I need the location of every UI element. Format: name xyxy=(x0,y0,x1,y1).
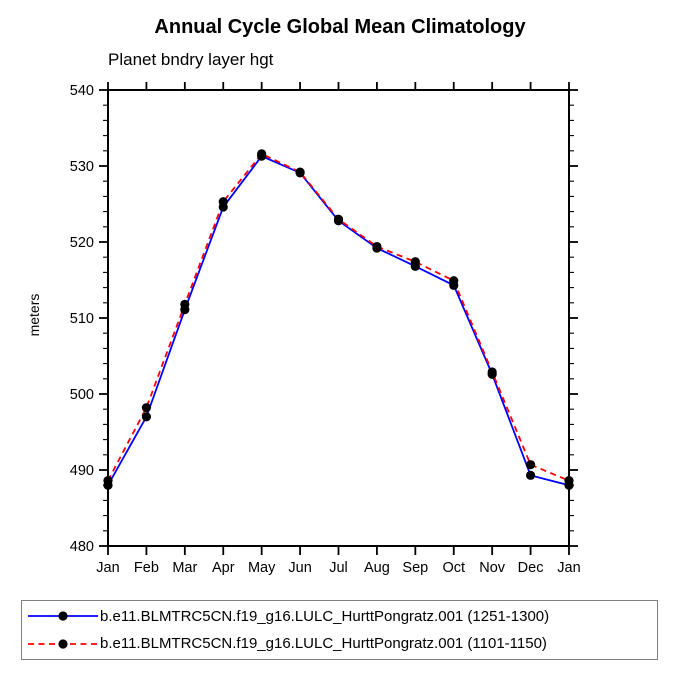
svg-text:520: 520 xyxy=(70,235,94,251)
svg-text:500: 500 xyxy=(70,387,94,403)
svg-text:Apr: Apr xyxy=(212,560,235,576)
svg-text:Jan: Jan xyxy=(557,560,580,576)
svg-text:540: 540 xyxy=(70,83,94,99)
svg-text:Oct: Oct xyxy=(442,560,465,576)
svg-text:Jul: Jul xyxy=(329,560,348,576)
legend-label: b.e11.BLMTRC5CN.f19_g16.LULC_HurttPongra… xyxy=(100,607,550,625)
svg-text:Jan: Jan xyxy=(96,560,119,576)
chart-title: Annual Cycle Global Mean Climatology xyxy=(154,16,526,38)
svg-text:510: 510 xyxy=(70,311,94,327)
svg-text:Mar: Mar xyxy=(172,560,197,576)
svg-text:Dec: Dec xyxy=(518,560,544,576)
svg-text:Sep: Sep xyxy=(402,560,428,576)
svg-text:Aug: Aug xyxy=(364,560,390,576)
svg-text:Feb: Feb xyxy=(134,560,159,576)
legend-item: b.e11.BLMTRC5CN.f19_g16.LULC_HurttPongra… xyxy=(22,632,657,656)
legend-label: b.e11.BLMTRC5CN.f19_g16.LULC_HurttPongra… xyxy=(100,635,547,653)
svg-text:480: 480 xyxy=(70,539,94,555)
svg-text:530: 530 xyxy=(70,159,94,175)
legend-line-sample-solid-blue xyxy=(28,611,98,621)
svg-text:Nov: Nov xyxy=(479,560,506,576)
svg-text:Jun: Jun xyxy=(288,560,311,576)
legend: b.e11.BLMTRC5CN.f19_g16.LULC_HurttPongra… xyxy=(21,600,658,660)
legend-line-sample-dashed-red xyxy=(28,639,98,649)
svg-text:490: 490 xyxy=(70,463,94,479)
chart-subtitle: Planet bndry layer hgt xyxy=(108,50,274,69)
legend-item: b.e11.BLMTRC5CN.f19_g16.LULC_HurttPongra… xyxy=(22,604,657,628)
svg-text:May: May xyxy=(248,560,276,576)
